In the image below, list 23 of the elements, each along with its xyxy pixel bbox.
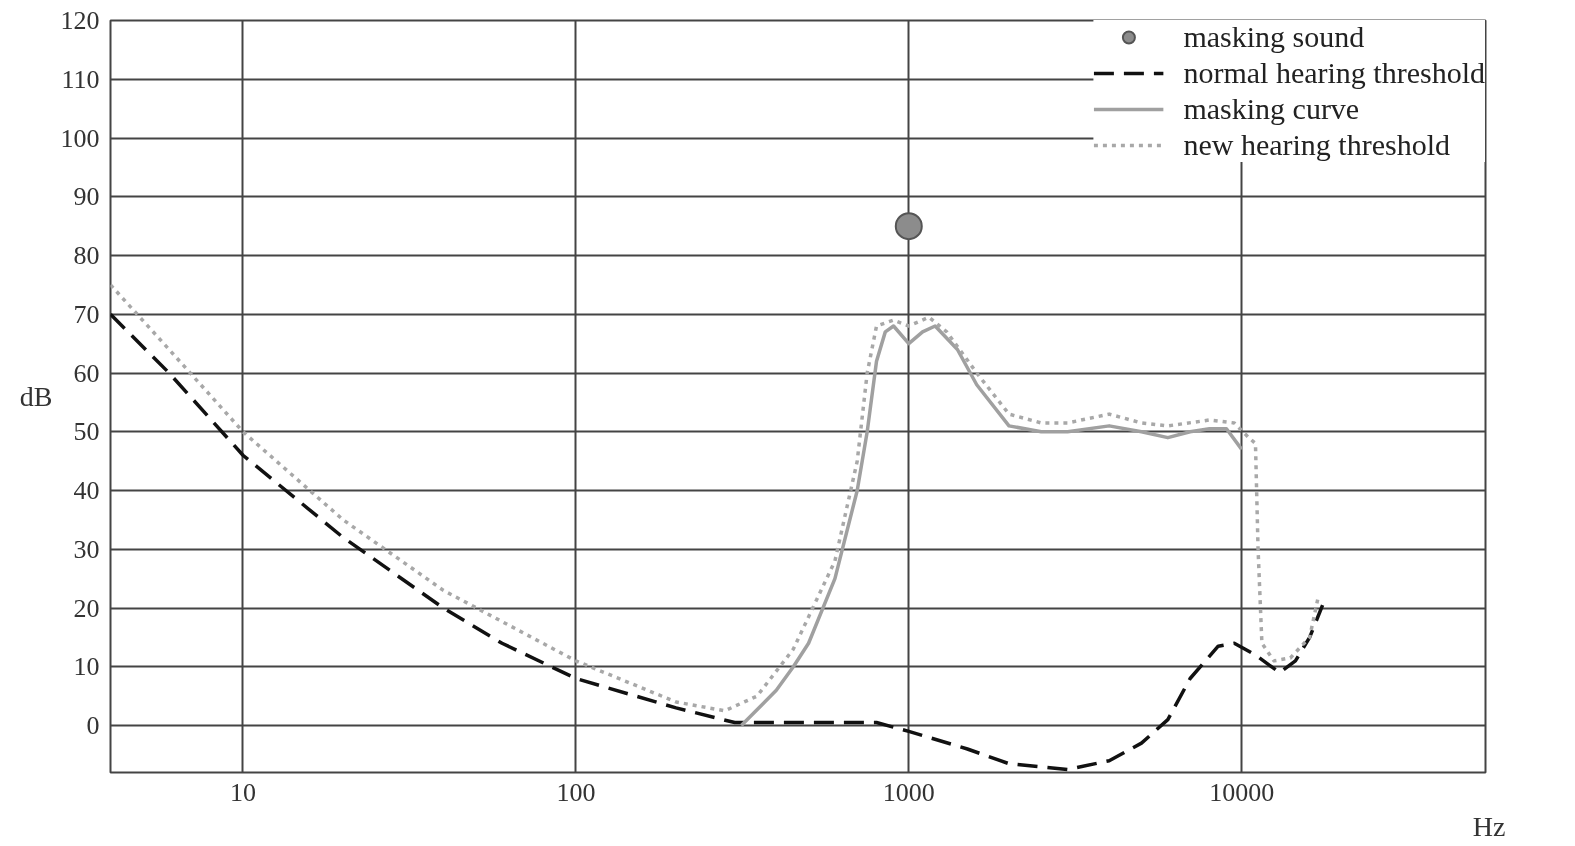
x-tick-label: 10 [229, 777, 256, 807]
y-tick-label: 90 [73, 182, 100, 212]
x-tick-label: 100 [556, 777, 596, 807]
x-axis-title: Hz [1472, 810, 1506, 842]
y-tick-label: 20 [73, 593, 100, 623]
legend-label: masking curve [1183, 92, 1360, 126]
x-tick-label: 10000 [1209, 777, 1275, 807]
y-tick-label: 10 [73, 652, 100, 682]
y-tick-label: 110 [61, 64, 100, 94]
y-tick-label: 60 [73, 358, 100, 388]
legend-label: normal hearing threshold [1183, 56, 1485, 90]
y-tick-label: 100 [60, 123, 100, 153]
y-tick-label: 50 [73, 417, 100, 447]
y-tick-label: 40 [73, 476, 100, 505]
x-tick-label: 1000 [882, 777, 935, 807]
y-tick-label: 0 [86, 711, 100, 740]
y-tick-label: 70 [73, 299, 100, 329]
y-tick-label: 30 [73, 534, 100, 564]
y-tick-label: 80 [73, 241, 100, 270]
legend-label: new hearing threshold [1183, 128, 1450, 162]
legend-label: masking sound [1183, 20, 1365, 54]
y-tick-label: 120 [60, 6, 100, 35]
y-axis-title: dB [19, 381, 53, 412]
